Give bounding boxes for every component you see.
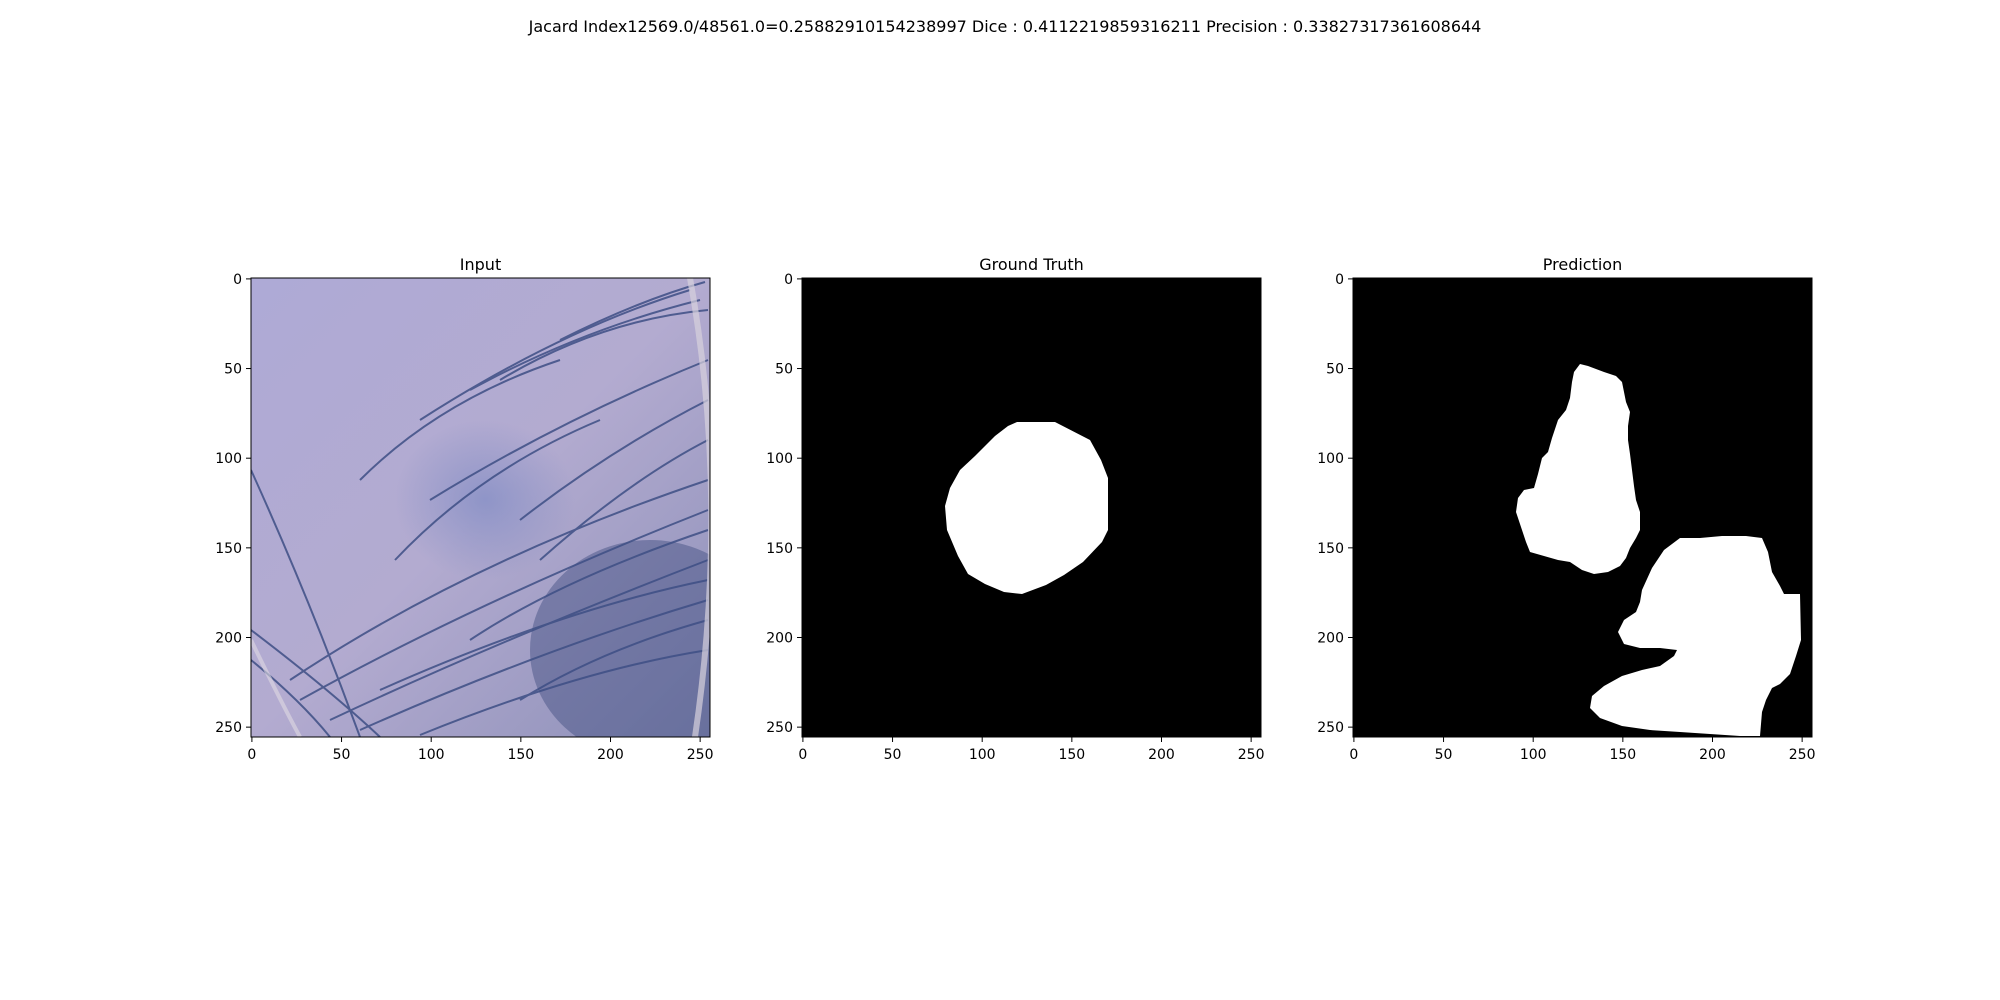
- input-y-tick-label: 50: [224, 362, 242, 378]
- ground-truth-y-tick-label: 200: [766, 630, 793, 646]
- input-y-tick-label: 0: [233, 272, 242, 288]
- prediction-y-tick-label: 50: [1326, 362, 1344, 378]
- input-y-tick-label: 150: [215, 541, 242, 557]
- prediction-panel-title: Prediction: [1543, 255, 1622, 274]
- input-y-tick-label: 100: [215, 451, 242, 467]
- ground-truth-x-tick-label: 150: [1058, 747, 1085, 763]
- ground-truth-y-tick-label: 150: [766, 541, 793, 557]
- prediction-mask: [1353, 278, 1812, 737]
- ground-truth-mask: [802, 278, 1261, 737]
- ground-truth-axes-frame: [801, 277, 1262, 738]
- input-image: [251, 278, 710, 737]
- prediction-x-tick-label: 250: [1789, 747, 1816, 763]
- ground-truth-y-tick-label: 100: [766, 451, 793, 467]
- input-x-tick-label: 0: [247, 747, 256, 763]
- input-y-tick-label: 200: [215, 630, 242, 646]
- prediction-region-lower: [1590, 536, 1801, 736]
- prediction-x-tick-label: 200: [1699, 747, 1726, 763]
- input-x-tick-label: 150: [507, 747, 534, 763]
- input-y-tick-label: 250: [215, 720, 242, 736]
- input-x-tick-label: 200: [597, 747, 624, 763]
- prediction-x-tick-label: 100: [1520, 747, 1547, 763]
- ground-truth-x-tick-label: 100: [969, 747, 996, 763]
- prediction-region-upper: [1516, 364, 1640, 574]
- prediction-y-tick-label: 0: [1335, 272, 1344, 288]
- ground-truth-y-tick-label: 0: [784, 272, 793, 288]
- prediction-x-tick-label: 50: [1435, 747, 1453, 763]
- input-x-tick-label: 100: [418, 747, 445, 763]
- ground-truth-x-tick-label: 0: [798, 747, 807, 763]
- prediction-y-tick-label: 150: [1317, 541, 1344, 557]
- ground-truth-y-tick-label: 50: [775, 362, 793, 378]
- ground-truth-x-tick-label: 200: [1148, 747, 1175, 763]
- prediction-axes-frame: [1352, 277, 1813, 738]
- ground-truth-x-tick-label: 50: [884, 747, 902, 763]
- prediction-x-tick-label: 150: [1609, 747, 1636, 763]
- prediction-y-tick-label: 250: [1317, 720, 1344, 736]
- figure-suptitle: Jacard Index12569.0/48561.0=0.2588291015…: [528, 17, 1482, 36]
- ground-truth-x-tick-label: 250: [1238, 747, 1265, 763]
- input-x-tick-label: 50: [333, 747, 351, 763]
- prediction-panel: Prediction: [1352, 255, 1813, 738]
- input-panel-title: Input: [460, 255, 501, 274]
- prediction-y-tick-label: 200: [1317, 630, 1344, 646]
- input-x-tick-label: 250: [687, 747, 714, 763]
- input-panel: Input: [250, 255, 711, 738]
- ground-truth-panel: Ground Truth: [801, 255, 1262, 738]
- ground-truth-y-tick-label: 250: [766, 720, 793, 736]
- prediction-x-tick-label: 0: [1349, 747, 1358, 763]
- input-axes-frame: [250, 277, 711, 738]
- hair-strands: [251, 281, 709, 737]
- ground-truth-panel-title: Ground Truth: [979, 255, 1084, 274]
- ground-truth-region: [945, 422, 1108, 594]
- axis-ticks: 0 50 100 150 200 250 0 50 100 150 200 250 0 50 100 150 2…: [215, 272, 1815, 763]
- prediction-y-tick-label: 100: [1317, 451, 1344, 467]
